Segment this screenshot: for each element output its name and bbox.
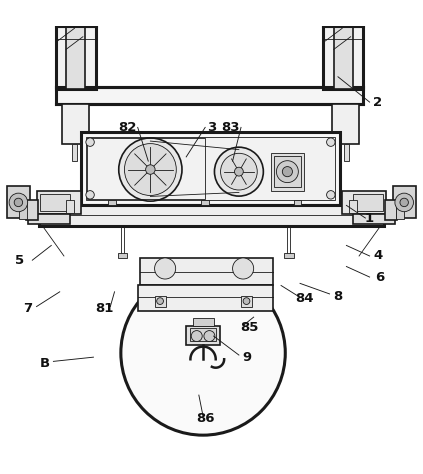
Text: 1: 1 xyxy=(365,211,374,225)
Text: B: B xyxy=(40,357,50,370)
Circle shape xyxy=(121,271,285,435)
Bar xyxy=(118,253,127,258)
Bar xyxy=(7,186,30,218)
Bar xyxy=(190,328,216,341)
Text: 6: 6 xyxy=(376,271,385,283)
Text: 83: 83 xyxy=(221,121,240,134)
Bar xyxy=(138,285,273,311)
Circle shape xyxy=(276,161,298,182)
Circle shape xyxy=(214,147,264,196)
Bar xyxy=(38,205,385,227)
Bar xyxy=(28,214,70,224)
Circle shape xyxy=(9,193,27,212)
Bar xyxy=(201,201,209,205)
Circle shape xyxy=(86,191,94,199)
Bar xyxy=(55,26,96,90)
Circle shape xyxy=(220,153,257,190)
Bar xyxy=(385,200,397,220)
Circle shape xyxy=(191,330,202,342)
Circle shape xyxy=(234,167,243,176)
Bar xyxy=(353,214,395,224)
Bar xyxy=(344,144,349,161)
Bar xyxy=(274,156,301,187)
Bar xyxy=(140,258,273,285)
Circle shape xyxy=(395,193,413,212)
Bar xyxy=(186,326,220,345)
Text: 7: 7 xyxy=(24,302,33,315)
Bar xyxy=(81,132,340,205)
Circle shape xyxy=(119,138,182,201)
Text: 84: 84 xyxy=(295,292,313,305)
Circle shape xyxy=(243,298,250,304)
Circle shape xyxy=(154,258,176,279)
Bar xyxy=(332,104,359,144)
Circle shape xyxy=(86,138,94,146)
Circle shape xyxy=(327,138,335,146)
Bar xyxy=(40,193,70,211)
Text: 9: 9 xyxy=(243,351,252,364)
Bar xyxy=(342,191,387,214)
Bar xyxy=(334,26,353,90)
Circle shape xyxy=(327,191,335,199)
Text: 86: 86 xyxy=(196,412,214,425)
Bar xyxy=(241,296,252,307)
Bar xyxy=(323,26,363,90)
Circle shape xyxy=(204,330,215,342)
Circle shape xyxy=(157,298,163,304)
Bar xyxy=(72,144,77,161)
Bar xyxy=(396,201,404,219)
Text: 82: 82 xyxy=(118,121,136,134)
Bar xyxy=(284,253,294,258)
Circle shape xyxy=(124,144,176,195)
Text: 81: 81 xyxy=(95,302,113,315)
Text: 85: 85 xyxy=(240,321,258,334)
Bar xyxy=(66,26,85,90)
Circle shape xyxy=(233,258,254,279)
Bar xyxy=(55,87,363,104)
Bar xyxy=(87,138,205,199)
Text: 3: 3 xyxy=(207,121,216,134)
Bar xyxy=(19,201,27,219)
Text: 4: 4 xyxy=(374,249,383,263)
Bar xyxy=(26,200,38,220)
Text: 2: 2 xyxy=(374,96,382,109)
Circle shape xyxy=(14,198,22,207)
Bar xyxy=(66,200,74,212)
Bar xyxy=(154,296,165,307)
Text: 8: 8 xyxy=(333,290,343,302)
Circle shape xyxy=(400,198,408,207)
Bar xyxy=(36,191,81,214)
Bar xyxy=(86,137,335,201)
Circle shape xyxy=(282,166,292,177)
Bar xyxy=(62,104,89,144)
Bar xyxy=(393,186,416,218)
Text: 5: 5 xyxy=(15,254,24,267)
Bar xyxy=(349,200,357,212)
Bar xyxy=(294,201,301,205)
Bar xyxy=(353,193,383,211)
Bar xyxy=(108,201,116,205)
Bar xyxy=(271,153,304,191)
Circle shape xyxy=(146,165,155,174)
Bar xyxy=(192,318,214,326)
